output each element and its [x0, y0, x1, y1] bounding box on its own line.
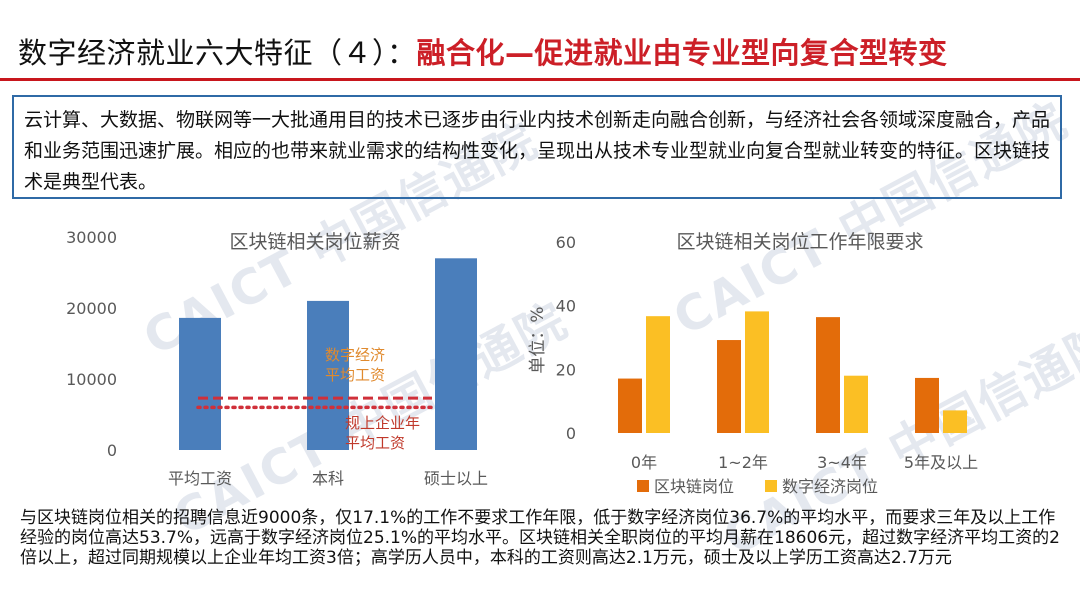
bar	[844, 375, 868, 433]
intro-text: 云计算、大数据、物联网等一大批通用目的技术已逐步由行业内技术创新走向融合创新，与…	[24, 109, 1051, 193]
bar	[816, 317, 840, 433]
x-tick-label: 3~4年	[817, 453, 867, 472]
bar	[179, 317, 221, 450]
summary-text: 与区块链岗位相关的招聘信息近9000条，仅17.1%的工作不要求工作年限，低于数…	[20, 508, 1065, 568]
x-axis-ticks: 平均工资 本科 硕士以上	[168, 469, 488, 488]
legend: 区块链岗位 数字经济岗位	[637, 477, 878, 496]
y-tick-label: 0	[107, 441, 117, 460]
reference-label: 平均工资	[345, 434, 405, 452]
x-tick-label: 1~2年	[718, 453, 768, 472]
x-tick-label: 5年及以上	[904, 453, 978, 472]
intro-box: 云计算、大数据、物联网等一大批通用目的技术已逐步由行业内技术创新走向融合创新，与…	[12, 95, 1062, 199]
experience-chart: 区块链相关岗位工作年限要求 单位：% 0 20 40 60 0年 1~2年 3~4年 5年及…	[528, 231, 978, 496]
y-axis-ticks: 0 20 40 60	[556, 233, 576, 443]
summary-paragraph: 与区块链岗位相关的招聘信息近9000条，仅17.1%的工作不要求工作年限，低于数…	[20, 508, 1060, 568]
title-divider	[0, 78, 1080, 81]
bar	[646, 316, 670, 433]
legend-swatch	[765, 480, 777, 492]
y-tick-label: 10000	[66, 370, 117, 389]
bar	[435, 258, 477, 450]
y-tick-label: 40	[556, 297, 576, 316]
reference-label: 规上企业年	[345, 414, 420, 432]
bar	[717, 340, 741, 433]
chart-title: 区块链相关岗位薪资	[229, 231, 400, 253]
chart-title: 区块链相关岗位工作年限要求	[676, 231, 923, 253]
y-axis-label: 单位：%	[528, 306, 548, 373]
y-tick-label: 20	[556, 360, 576, 379]
page-title: 数字经济就业六大特征（４）：融合化—促进就业由专业型向复合型转变	[18, 30, 948, 72]
x-tick-label: 硕士以上	[424, 469, 488, 488]
bar	[915, 377, 939, 433]
y-tick-label: 60	[556, 233, 576, 252]
y-tick-label: 0	[566, 424, 576, 443]
bar-series	[179, 258, 477, 450]
x-tick-label: 平均工资	[168, 469, 232, 488]
y-tick-label: 30000	[66, 228, 117, 247]
title-highlight: 融合化—促进就业由专业型向复合型转变	[416, 36, 948, 70]
bar-series	[618, 311, 967, 433]
x-axis-ticks: 0年 1~2年 3~4年 5年及以上	[631, 453, 978, 472]
x-tick-label: 0年	[631, 453, 657, 472]
reference-label: 平均工资	[325, 366, 385, 384]
y-axis-ticks: 0 10000 20000 30000	[66, 228, 117, 460]
bar	[618, 378, 642, 433]
bar	[745, 311, 769, 433]
y-tick-label: 20000	[66, 299, 117, 318]
legend-label: 数字经济岗位	[782, 477, 878, 496]
bar	[307, 300, 349, 450]
bar	[943, 410, 967, 433]
title-prefix: 数字经济就业六大特征（４）：	[18, 36, 417, 70]
legend-swatch	[637, 480, 649, 492]
x-tick-label: 本科	[312, 469, 344, 488]
reference-label: 数字经济	[325, 346, 385, 364]
legend-label: 区块链岗位	[654, 477, 734, 496]
